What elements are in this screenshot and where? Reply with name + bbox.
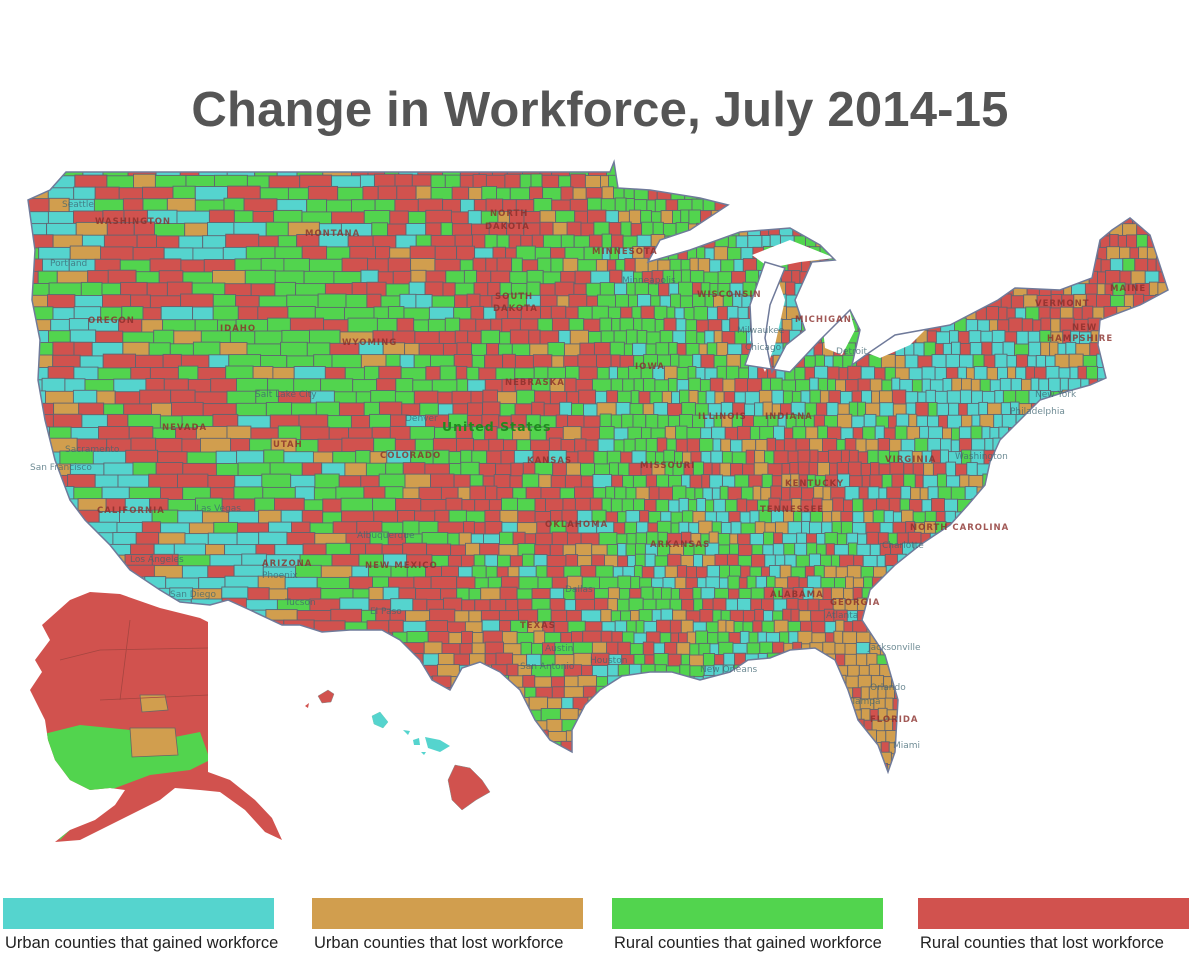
city-label: Atlanta: [826, 611, 858, 621]
state-label: COLORADO: [380, 451, 441, 461]
legend-item-rural-gain: Rural counties that gained workforce: [612, 898, 883, 952]
state-label: CALIFORNIA: [97, 506, 165, 516]
state-labels: WASHINGTON MONTANA NORTH DAKOTA MINNESOTA SOU…: [88, 209, 1146, 725]
city-label: Portland: [50, 259, 87, 269]
state-label: FLORIDA: [870, 715, 919, 725]
state-label: NEBRASKA: [505, 378, 565, 388]
city-label: Milwaukee: [737, 326, 785, 336]
state-label: TEXAS: [520, 621, 556, 631]
state-label: ARIZONA: [262, 559, 312, 569]
state-label: NEVADA: [162, 423, 207, 433]
city-label: Tucson: [284, 598, 316, 608]
state-label: KANSAS: [527, 456, 572, 466]
city-label: Detroit: [836, 347, 868, 357]
city-label: Tampa: [850, 697, 881, 707]
city-label: San Diego: [170, 590, 216, 600]
country-label: United States: [442, 419, 551, 434]
city-label: New York: [1035, 390, 1077, 400]
city-label: Jacksonville: [867, 643, 921, 653]
state-label: ALABAMA: [770, 590, 824, 600]
city-label: El Paso: [370, 607, 402, 617]
legend-item-urban-gain: Urban counties that gained workforce: [3, 898, 278, 952]
city-label: Dallas: [565, 585, 593, 595]
state-label: WYOMING: [342, 338, 397, 348]
state-label: KENTUCKY: [785, 479, 844, 489]
legend-label-urban-loss: Urban counties that lost workforce: [314, 934, 564, 952]
city-label: Salt Lake City: [255, 390, 317, 400]
city-label: Phoenix: [262, 571, 298, 581]
city-label: Albuquerque: [357, 531, 415, 541]
city-label: Miami: [893, 741, 920, 751]
city-label: Los Angeles: [130, 555, 184, 565]
state-label: DAKOTA: [493, 304, 538, 314]
city-label: Austin: [545, 644, 573, 654]
state-label: IDAHO: [220, 324, 256, 334]
legend-label-rural-loss: Rural counties that lost workforce: [920, 934, 1164, 952]
state-label: ILLINOIS: [698, 412, 747, 422]
city-label: Chicago: [745, 343, 782, 353]
state-label: OKLAHOMA: [545, 520, 608, 530]
state-label: MISSOURI: [640, 461, 695, 471]
legend-swatch-urban-gain: [3, 898, 274, 929]
legend-item-urban-loss: Urban counties that lost workforce: [312, 898, 583, 952]
city-label: New Orleans: [700, 665, 758, 675]
state-label: MAINE: [1110, 284, 1146, 294]
legend-swatch-rural-loss: [918, 898, 1189, 929]
city-label: Charlotte: [882, 541, 924, 551]
state-label: TENNESSEE: [760, 505, 824, 515]
alaska: [30, 592, 282, 842]
state-label: IOWA: [635, 362, 665, 372]
state-label: NEW: [1072, 323, 1097, 333]
state-label: NEW MEXICO: [365, 561, 438, 571]
state-label: INDIANA: [765, 412, 813, 422]
city-label: Las Vegas: [196, 504, 241, 514]
legend-label-rural-gain: Rural counties that gained workforce: [614, 934, 882, 952]
state-label: MICHIGAN: [795, 315, 852, 325]
us-outline: [27, 159, 1169, 775]
legend-label-urban-gain: Urban counties that gained workforce: [5, 934, 279, 952]
state-label: SOUTH: [495, 292, 533, 302]
city-label: San Francisco: [30, 463, 92, 473]
state-label: VERMONT: [1035, 299, 1090, 309]
city-labels: Seattle Portland Salt Lake City Denver Minne…: [30, 200, 1077, 751]
city-label: San Antonio: [520, 662, 575, 672]
map-title: Change in Workforce, July 2014-15: [191, 83, 1009, 137]
legend-swatch-rural-gain: [612, 898, 883, 929]
state-label: VIRGINIA: [885, 455, 936, 465]
city-label: Denver: [405, 414, 438, 424]
legend-swatch-urban-loss: [312, 898, 583, 929]
state-label: WISCONSIN: [697, 290, 762, 300]
city-label: Philadelphia: [1010, 407, 1065, 417]
state-label: NORTH: [490, 209, 528, 219]
state-label: HAMPSHIRE: [1047, 334, 1113, 344]
city-label: Houston: [590, 656, 627, 666]
hawaii: [305, 689, 491, 811]
city-label: Seattle: [62, 200, 94, 210]
state-label: UTAH: [273, 440, 303, 450]
state-label: MINNESOTA: [592, 247, 658, 257]
state-label: OREGON: [88, 316, 135, 326]
city-label: Orlando: [870, 683, 906, 693]
state-label: DAKOTA: [485, 222, 530, 232]
state-label: WASHINGTON: [95, 217, 171, 227]
choropleth-map: WASHINGTON MONTANA NORTH DAKOTA MINNESOTA SOU…: [27, 159, 1169, 842]
city-label: Sacramento: [65, 445, 120, 455]
state-label: NORTH CAROLINA: [910, 523, 1009, 533]
city-label: Minneapolis: [622, 276, 676, 286]
state-label: ARKANSAS: [650, 540, 710, 550]
city-label: Washington: [955, 452, 1008, 462]
legend-item-rural-loss: Rural counties that lost workforce: [918, 898, 1189, 952]
state-label: GEORGIA: [830, 598, 880, 608]
state-label: MONTANA: [305, 229, 360, 239]
